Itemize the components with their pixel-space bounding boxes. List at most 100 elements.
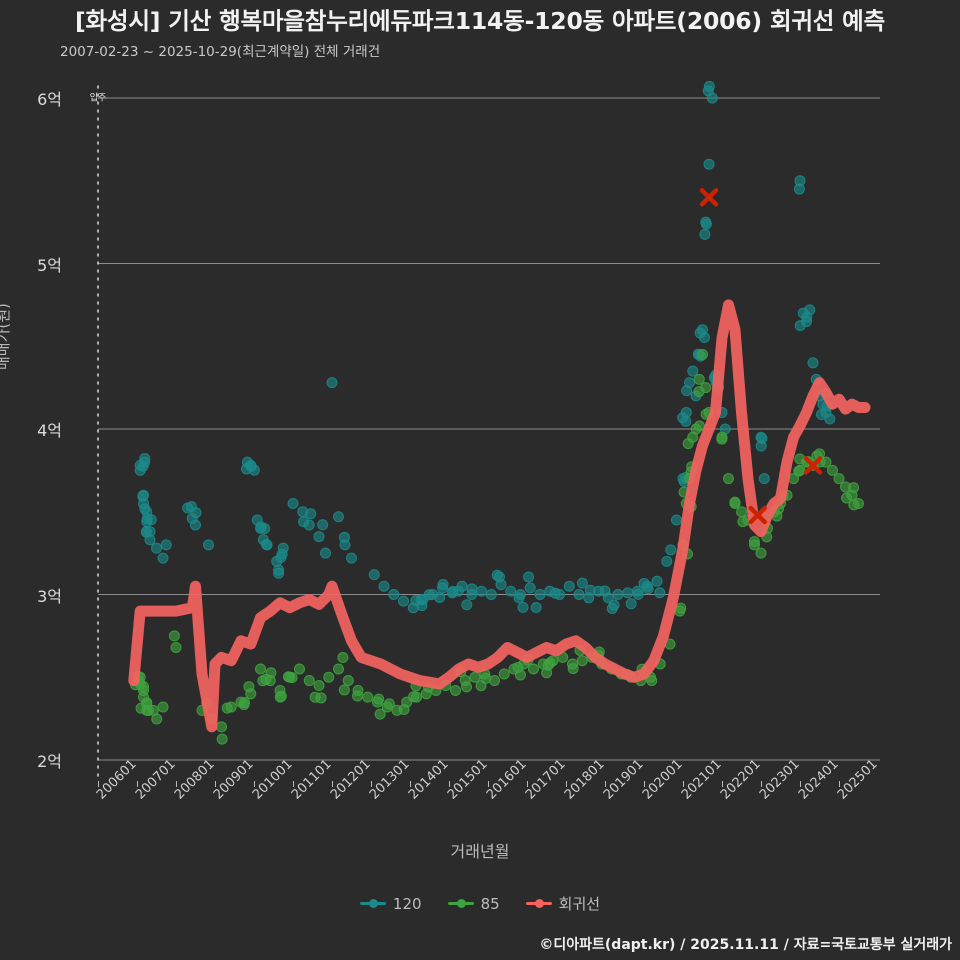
data-point[interactable] — [139, 503, 151, 515]
data-point[interactable] — [168, 630, 180, 642]
data-point[interactable] — [622, 587, 634, 599]
data-point[interactable] — [680, 415, 692, 427]
data-point[interactable] — [362, 691, 374, 703]
data-point[interactable] — [374, 708, 386, 720]
data-point[interactable] — [729, 496, 741, 508]
data-point[interactable] — [151, 713, 163, 725]
legend-item-85[interactable]: 85 — [447, 895, 500, 913]
data-point[interactable] — [423, 589, 435, 601]
data-point[interactable] — [498, 668, 510, 680]
data-point[interactable] — [475, 680, 487, 692]
data-point[interactable] — [257, 534, 269, 546]
data-point[interactable] — [260, 673, 272, 685]
data-point[interactable] — [651, 575, 663, 587]
data-point[interactable] — [528, 663, 539, 675]
data-point[interactable] — [642, 583, 654, 595]
data-point[interactable] — [563, 580, 575, 592]
data-point[interactable] — [681, 385, 693, 397]
data-point[interactable] — [736, 506, 747, 518]
data-point[interactable] — [317, 519, 329, 531]
data-point[interactable] — [320, 547, 331, 559]
data-point[interactable] — [827, 464, 838, 476]
data-point[interactable] — [523, 571, 535, 583]
data-point[interactable] — [398, 595, 409, 607]
data-point[interactable] — [699, 228, 711, 240]
data-point[interactable] — [820, 456, 832, 468]
data-point[interactable] — [833, 473, 845, 485]
data-point[interactable] — [326, 377, 338, 389]
data-point[interactable] — [466, 583, 478, 595]
data-point[interactable] — [661, 555, 673, 567]
data-point[interactable] — [848, 482, 860, 494]
data-point[interactable] — [157, 701, 169, 713]
data-point[interactable] — [248, 464, 260, 476]
data-point[interactable] — [567, 663, 579, 675]
data-point[interactable] — [170, 641, 182, 653]
data-point[interactable] — [313, 531, 325, 543]
data-point[interactable] — [221, 702, 233, 714]
data-point[interactable] — [700, 218, 712, 230]
data-point[interactable] — [693, 373, 705, 385]
data-point[interactable] — [337, 652, 349, 664]
data-point[interactable] — [182, 502, 194, 514]
data-point[interactable] — [687, 365, 699, 377]
legend-item-regression[interactable]: 회귀선 — [525, 893, 600, 914]
data-point[interactable] — [485, 589, 497, 600]
data-point[interactable] — [671, 514, 682, 526]
data-point[interactable] — [342, 675, 354, 687]
data-point[interactable] — [287, 497, 299, 509]
data-point[interactable] — [398, 703, 410, 715]
data-point[interactable] — [599, 585, 611, 597]
data-point[interactable] — [748, 536, 760, 548]
data-point[interactable] — [461, 599, 473, 611]
data-point[interactable] — [388, 589, 400, 600]
data-point[interactable] — [544, 657, 556, 669]
data-point[interactable] — [216, 721, 227, 733]
data-point[interactable] — [346, 552, 357, 564]
data-point[interactable] — [303, 675, 315, 687]
data-point[interactable] — [255, 663, 266, 675]
data-point[interactable] — [239, 696, 251, 708]
data-point[interactable] — [216, 733, 228, 745]
data-point[interactable] — [702, 85, 714, 97]
data-point[interactable] — [505, 585, 517, 597]
data-point[interactable] — [755, 440, 767, 452]
data-point[interactable] — [608, 599, 620, 611]
data-point[interactable] — [514, 669, 526, 681]
data-point[interactable] — [534, 589, 546, 600]
data-point[interactable] — [368, 569, 380, 581]
data-point[interactable] — [491, 569, 503, 581]
data-point[interactable] — [824, 413, 836, 425]
data-point[interactable] — [530, 601, 542, 613]
data-point[interactable] — [524, 582, 536, 594]
data-point[interactable] — [632, 588, 644, 600]
data-point[interactable] — [646, 675, 658, 687]
data-point[interactable] — [378, 580, 390, 592]
data-point[interactable] — [286, 672, 298, 684]
data-point[interactable] — [576, 655, 588, 667]
data-point[interactable] — [139, 453, 151, 465]
data-point[interactable] — [203, 539, 214, 551]
data-point[interactable] — [694, 327, 706, 339]
data-point[interactable] — [305, 508, 317, 520]
data-point[interactable] — [415, 594, 427, 606]
data-point[interactable] — [145, 514, 157, 526]
data-point[interactable] — [333, 511, 344, 523]
data-point[interactable] — [157, 552, 169, 564]
data-point[interactable] — [333, 663, 344, 675]
data-point[interactable] — [549, 587, 561, 599]
data-point[interactable] — [697, 349, 708, 361]
data-point[interactable] — [848, 499, 860, 511]
data-point[interactable] — [723, 473, 734, 485]
data-point[interactable] — [303, 519, 315, 531]
data-point[interactable] — [434, 591, 446, 603]
data-point[interactable] — [315, 692, 327, 704]
data-point[interactable] — [489, 675, 500, 687]
data-point[interactable] — [243, 681, 255, 693]
data-point[interactable] — [716, 433, 728, 445]
data-point[interactable] — [437, 579, 449, 591]
data-point[interactable] — [408, 691, 420, 703]
data-point[interactable] — [703, 158, 715, 170]
data-point[interactable] — [665, 544, 677, 556]
data-point[interactable] — [275, 551, 287, 563]
